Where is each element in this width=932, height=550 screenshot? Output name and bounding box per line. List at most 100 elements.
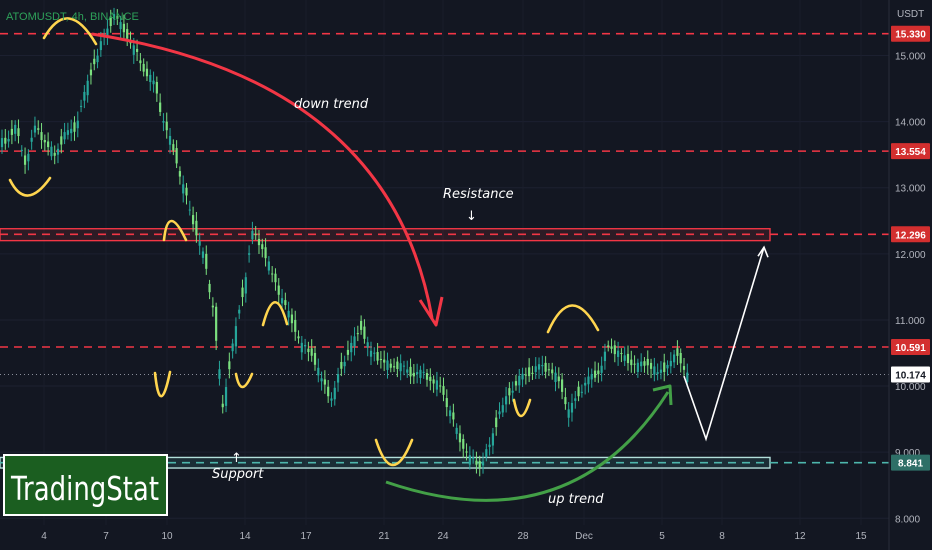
x-tick-label: 28	[517, 531, 529, 542]
candle-body	[491, 433, 495, 446]
candle-body	[504, 396, 508, 405]
candle-body	[656, 372, 659, 374]
candle-body	[43, 139, 46, 143]
candle-body	[422, 371, 425, 373]
candle-body	[99, 41, 102, 51]
candle-body	[646, 358, 649, 366]
y-tick-label: 13.000	[895, 184, 926, 195]
candle-body	[17, 128, 20, 137]
y-tick-label: 11.000	[895, 316, 925, 327]
candle-body	[386, 360, 389, 370]
candle-body	[238, 309, 241, 314]
candle-body	[106, 28, 109, 36]
candle-body	[248, 253, 251, 255]
candle-body	[7, 138, 10, 142]
candle-body	[14, 124, 17, 134]
candle-body	[112, 14, 116, 19]
candle-body	[406, 369, 409, 373]
candle-body	[537, 364, 541, 370]
candle-body	[353, 336, 356, 347]
candle-body	[379, 358, 382, 361]
candle-body	[191, 215, 195, 225]
x-tick-label: 24	[437, 531, 449, 542]
candle-body	[369, 350, 373, 357]
y-tick-label: 8.000	[895, 514, 920, 525]
candle-body	[663, 362, 666, 372]
candle-body	[149, 74, 152, 83]
candle-body	[620, 353, 623, 355]
candle-body	[373, 352, 376, 354]
candle-body	[251, 230, 254, 240]
candle-body	[468, 455, 471, 465]
candle-body	[182, 184, 185, 194]
candle-body	[570, 402, 574, 413]
candle-body	[442, 386, 445, 395]
candle-body	[501, 405, 504, 413]
candle-body	[290, 314, 294, 324]
candle-body	[475, 460, 478, 465]
candle-body	[218, 369, 221, 379]
candle-body	[310, 348, 313, 356]
candle-body	[4, 137, 7, 144]
candle-body	[159, 102, 162, 112]
candle-body	[544, 362, 547, 372]
candle-body	[584, 382, 587, 386]
candle-body	[557, 376, 560, 382]
candle-body	[47, 141, 50, 148]
highlight-marks	[8, 17, 600, 467]
candle-body	[623, 355, 626, 361]
candle-body	[531, 372, 534, 375]
x-tick-label: 21	[378, 531, 390, 542]
candle-body	[66, 130, 69, 135]
candle-body	[320, 378, 323, 382]
candle-body	[261, 244, 264, 250]
candle-body	[399, 363, 402, 372]
candle-body	[528, 367, 531, 377]
candle-body	[593, 370, 597, 378]
candle-body	[300, 342, 303, 353]
candle-body	[567, 409, 570, 418]
candle-body	[439, 385, 442, 387]
current-price-label: 10.174	[895, 371, 926, 382]
down-trend-arrowhead	[418, 296, 444, 327]
candle-body	[333, 387, 336, 400]
candle-body	[336, 374, 340, 383]
candle-body	[317, 367, 320, 376]
trend-arrows	[91, 32, 769, 502]
resistance-arrow-icon: ↓	[466, 209, 477, 224]
candle-body	[458, 433, 462, 443]
candle-body	[366, 342, 369, 348]
candle-body	[653, 366, 656, 375]
candle-body	[666, 364, 669, 369]
candle-body	[682, 366, 686, 370]
candle-body	[172, 144, 175, 151]
candle-body	[607, 345, 610, 347]
candle-body	[389, 363, 392, 368]
candle-body	[649, 362, 653, 369]
candle-body	[676, 348, 679, 356]
candle-body	[254, 234, 257, 236]
candle-body	[323, 379, 326, 385]
resistance-label: Resistance	[443, 187, 514, 202]
candle-body	[590, 374, 593, 380]
x-tick-label: 17	[300, 531, 312, 542]
candle-body	[304, 345, 307, 347]
candle-body	[205, 253, 208, 269]
candle-body	[63, 132, 66, 140]
candle-body	[284, 300, 287, 306]
price-level-badge	[891, 454, 930, 471]
highlight-mark	[42, 17, 98, 46]
brand-name: TradingStat	[10, 469, 159, 508]
highlight-mark	[374, 438, 414, 467]
brand-logo: TradingStat	[3, 454, 168, 516]
highlight-mark	[234, 372, 254, 389]
candle-body	[20, 149, 23, 152]
price-level-badge	[891, 25, 930, 42]
candle-body	[274, 273, 277, 283]
candle-body	[53, 152, 56, 156]
candle-body	[208, 283, 211, 293]
candle-body	[630, 359, 633, 366]
support-label: Support	[212, 467, 264, 482]
candle-body	[40, 132, 43, 141]
candle-body	[511, 390, 514, 393]
